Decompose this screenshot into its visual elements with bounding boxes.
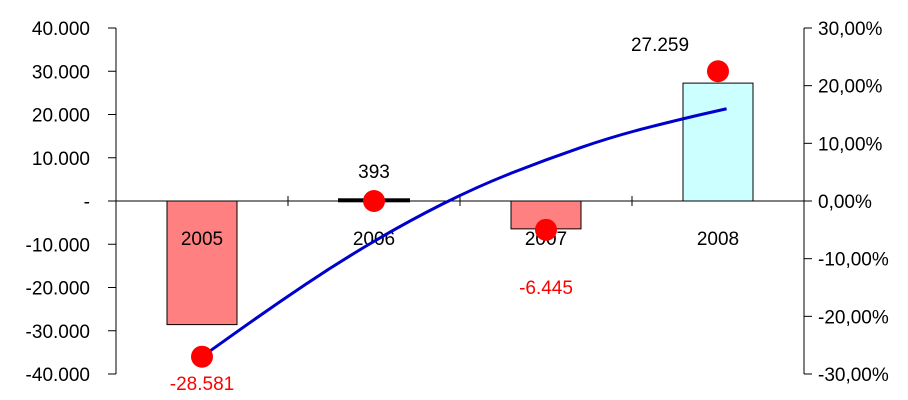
category-label: 2005 <box>181 229 223 250</box>
bar-data-label: -6.445 <box>519 278 573 299</box>
right-tick-label: 10,00% <box>818 134 883 155</box>
left-axis: 40.000 30.000 20.000 10.000 - -10.000 -20.000 -… <box>26 19 117 386</box>
bar-data-label: -28.581 <box>170 374 234 395</box>
bar <box>166 200 238 326</box>
left-tick-label: -20.000 <box>26 279 90 300</box>
left-tick-label: -40.000 <box>26 365 90 386</box>
bar <box>682 82 754 202</box>
left-tick-label: 10.000 <box>32 149 90 170</box>
right-tick-label: 0,00% <box>818 192 872 213</box>
category-labels: 2005200620072008 <box>181 229 739 250</box>
right-tick-label: -30,00% <box>818 365 889 386</box>
data-point <box>363 190 385 212</box>
category-axis <box>116 196 804 206</box>
bar-data-label: 393 <box>358 162 390 183</box>
bar-data-label: 27.259 <box>631 35 689 56</box>
bar-data-labels: -28.581 393 -6.445 27.259 <box>170 35 689 395</box>
left-tick-label: 20.000 <box>32 106 90 127</box>
line-series <box>201 107 727 358</box>
left-tick-label: 30.000 <box>32 62 90 83</box>
left-tick-label: -30.000 <box>26 322 90 343</box>
trend-line <box>201 107 727 358</box>
right-tick-label: 30,00% <box>818 19 883 40</box>
left-tick-label: - <box>84 192 90 213</box>
right-tick-label: -20,00% <box>818 307 889 328</box>
right-tick-label: 20,00% <box>818 77 883 98</box>
data-point <box>191 345 213 368</box>
dot-series <box>191 60 729 368</box>
category-label: 2008 <box>697 229 739 250</box>
left-tick-label: -10.000 <box>26 235 90 256</box>
bar-series <box>166 82 754 326</box>
right-axis: 30,00% 20,00% 10,00% 0,00% -10,00% -20,00% -30… <box>803 19 889 386</box>
right-tick-label: -10,00% <box>818 250 889 271</box>
left-tick-label: 40.000 <box>32 19 90 40</box>
data-point <box>707 60 729 83</box>
data-point <box>535 218 557 241</box>
